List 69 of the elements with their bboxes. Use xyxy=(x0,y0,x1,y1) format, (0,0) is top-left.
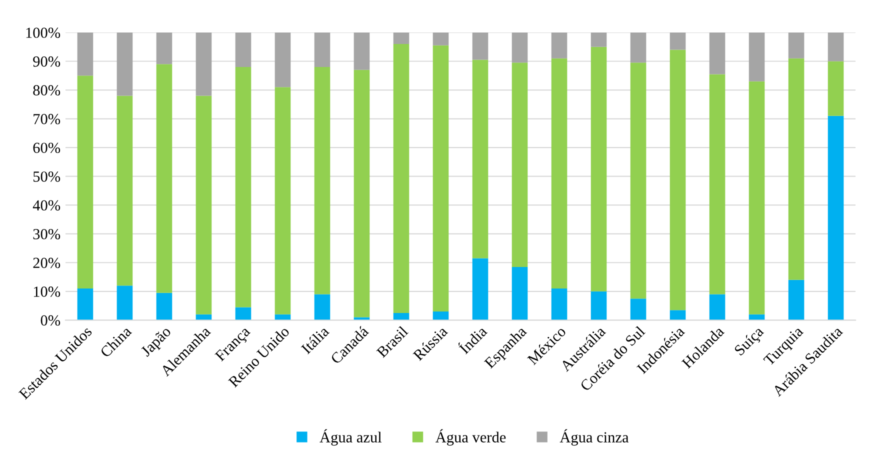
bar xyxy=(432,45,449,312)
y-tick-label: 0% xyxy=(40,315,60,326)
y-tick-label: 10% xyxy=(34,286,60,297)
bar xyxy=(432,32,449,46)
y-tick-label: 100% xyxy=(26,28,60,38)
bar xyxy=(235,307,252,320)
bar xyxy=(670,32,686,50)
bar xyxy=(314,67,330,294)
bar xyxy=(630,32,646,63)
bar xyxy=(116,96,133,286)
bar xyxy=(156,292,172,320)
bar xyxy=(77,288,94,320)
legend-label: Água verde xyxy=(435,429,506,446)
bar xyxy=(709,294,726,320)
bar xyxy=(77,32,94,76)
bar xyxy=(235,32,252,67)
bar xyxy=(472,32,488,60)
bar xyxy=(235,67,252,308)
bar xyxy=(590,32,607,47)
bar xyxy=(788,58,804,280)
bar xyxy=(77,76,94,289)
bar xyxy=(156,32,172,64)
bar xyxy=(670,310,686,320)
bar xyxy=(551,58,568,289)
bar xyxy=(590,46,607,292)
bar xyxy=(828,32,844,62)
bar xyxy=(551,32,568,58)
bar xyxy=(274,32,291,88)
bar xyxy=(196,96,212,314)
bar xyxy=(788,32,804,58)
bar xyxy=(116,32,133,96)
legend-label: Água cinza xyxy=(560,429,629,446)
y-tick-label: 90% xyxy=(33,56,60,67)
bar xyxy=(748,32,765,82)
bar xyxy=(354,32,370,70)
bar xyxy=(512,32,528,63)
bar xyxy=(748,81,765,314)
bar xyxy=(314,294,330,320)
bar xyxy=(709,32,726,74)
bar xyxy=(274,87,291,314)
bar xyxy=(354,70,370,318)
bar xyxy=(116,286,133,320)
bar xyxy=(828,116,844,320)
y-tick-label: 50% xyxy=(34,171,60,182)
bar xyxy=(788,280,804,320)
bar xyxy=(670,50,686,310)
bar xyxy=(472,258,488,320)
y-tick-label: 80% xyxy=(33,85,60,96)
bar xyxy=(314,32,330,67)
bar xyxy=(512,62,528,267)
bar xyxy=(709,74,726,294)
bar xyxy=(393,44,410,313)
bar xyxy=(512,266,528,320)
y-tick-label: 30% xyxy=(33,228,60,240)
bar xyxy=(551,288,568,320)
legend-label: Água azul xyxy=(320,429,382,446)
bar xyxy=(472,60,488,258)
bar xyxy=(156,64,172,293)
bar xyxy=(432,312,449,320)
y-tick-label: 20% xyxy=(33,258,60,268)
bar xyxy=(590,291,607,320)
bar xyxy=(393,32,410,44)
bar xyxy=(196,32,212,96)
bar xyxy=(828,61,844,116)
y-tick-label: 40% xyxy=(32,200,60,211)
y-tick-label: 60% xyxy=(33,142,60,154)
y-tick-label: 70% xyxy=(34,114,60,124)
bar xyxy=(630,298,646,320)
bar xyxy=(630,62,646,299)
